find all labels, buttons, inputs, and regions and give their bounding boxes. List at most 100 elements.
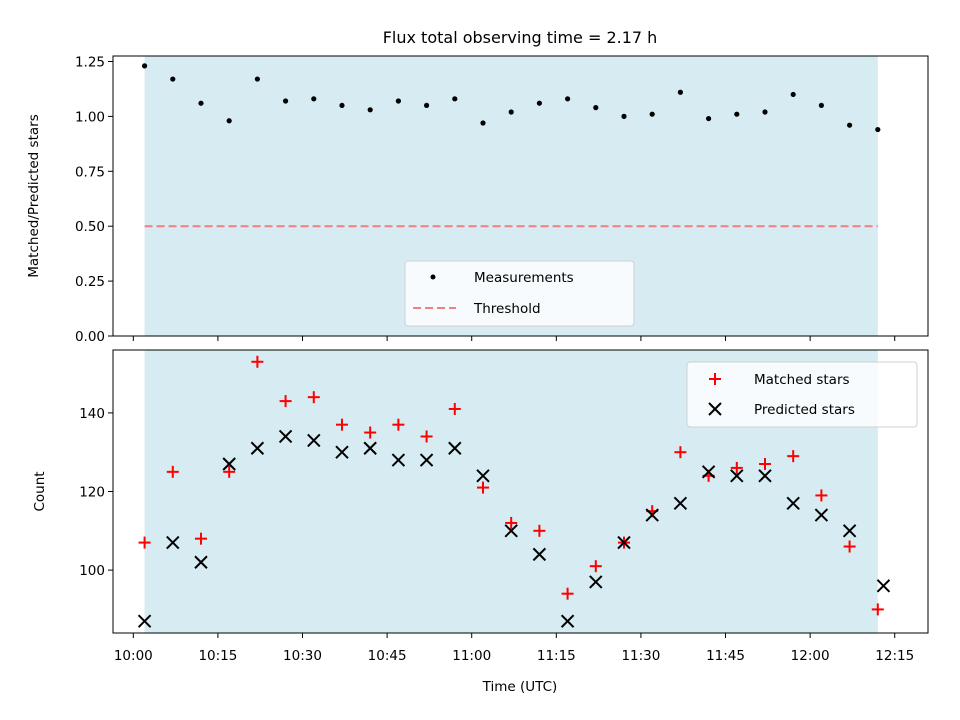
bottom-x-tick-label: 12:00 [791, 648, 830, 664]
top-y-tick-label: 0.50 [75, 219, 105, 235]
predicted-x-b [814, 508, 829, 522]
measurement-point [564, 96, 571, 102]
predicted-x-b [391, 453, 406, 467]
bottom-legend-box [686, 361, 918, 428]
measurement-point [536, 100, 542, 106]
predicted-x-b [363, 441, 377, 455]
measurement-point [593, 105, 599, 111]
bottom-x-tick-label: 11:00 [452, 648, 491, 664]
bottom-y-tick-label: 120 [79, 485, 105, 501]
predicted-star-point [589, 575, 603, 589]
matched-star-point [843, 540, 856, 553]
top-axis-ticks: 0.00 0.25 0.50 0.75 1.00 1.25 [75, 54, 896, 345]
bottom-axes-frame [112, 349, 929, 634]
predicted-x-b [730, 469, 744, 483]
matched-star-point [505, 516, 518, 529]
matched-star-point [674, 446, 687, 459]
top-legend: Measurements Threshold [404, 260, 635, 327]
predicted-star-point [786, 496, 800, 510]
matched-star-point [561, 587, 574, 600]
measurement-point [705, 115, 712, 122]
predicted-star-point [391, 453, 406, 467]
predicted-x-b [842, 524, 857, 538]
predicted-star-point [730, 469, 744, 483]
legend-predicted-marker [708, 402, 722, 416]
bottom-y-tick-label: 100 [79, 563, 105, 579]
top-y-tick-label: 0.25 [75, 274, 105, 290]
top-legend-box [404, 260, 635, 327]
bottom-x-tick-label: 11:45 [706, 648, 745, 664]
predicted-star-point [617, 535, 631, 550]
predicted-x-b [758, 469, 772, 483]
top-y-tick-label: 0.00 [75, 329, 105, 345]
measurement-point [423, 102, 430, 109]
predicted-star-point [842, 524, 857, 538]
legend-predicted-label: Predicted stars [754, 402, 855, 418]
matched-star-point [589, 560, 602, 573]
measurement-point [847, 122, 853, 128]
predicted-x-b [701, 465, 716, 479]
measurement-point [762, 109, 768, 115]
legend-matched-marker [709, 373, 721, 385]
matched-star-point [815, 489, 828, 502]
measurement-point [734, 111, 740, 117]
matched-star-point [223, 465, 236, 478]
predicted-x-b [419, 453, 434, 467]
matched-star-point [533, 524, 546, 537]
measurement-point [621, 113, 627, 119]
predicted-star-point [532, 547, 547, 562]
matched-star-point [787, 450, 800, 463]
measurement-point [311, 96, 317, 102]
measurement-point [339, 102, 345, 109]
matched-star-point [307, 391, 320, 404]
bottom-x-tick-label: 12:15 [875, 648, 914, 664]
predicted-star-point [504, 524, 518, 538]
predicted-star-point [278, 429, 293, 444]
predicted-star-point [876, 579, 891, 593]
bottom-x-tick-label: 11:30 [621, 648, 660, 664]
predicted-star-point [448, 441, 462, 455]
legend-measurements-label: Measurements [474, 270, 574, 286]
measurement-point [395, 98, 401, 104]
predicted-star-point [363, 441, 377, 455]
measurement-point [226, 118, 232, 124]
measurement-point [170, 76, 176, 82]
predicted-x-b [504, 524, 518, 538]
legend-threshold-label: Threshold [473, 301, 541, 317]
predicted-star-point [701, 465, 716, 479]
measurement-point [282, 98, 289, 104]
matched-star-point [166, 465, 179, 478]
predicted-star-point [645, 508, 659, 522]
predicted-star-point [307, 433, 321, 448]
matched-star-point [420, 430, 433, 443]
top-y-tick-label: 0.75 [75, 164, 105, 180]
matched-star-point [476, 481, 489, 494]
matched-star-point [759, 457, 771, 470]
top-panel: 0.00 0.25 0.50 0.75 1.00 1.25 Matched/Predict… [26, 54, 929, 345]
bottom-y-tick-label: 140 [79, 406, 105, 422]
predicted-star-point [560, 614, 575, 628]
bottom-x-tick-label: 10:00 [114, 648, 153, 664]
predicted-x-b [194, 555, 208, 569]
top-axes-frame [112, 55, 929, 337]
top-measurement-points [141, 63, 881, 133]
bottom-x-tick-label: 10:45 [368, 648, 407, 664]
bottom-x-tick-label: 10:15 [198, 648, 237, 664]
measurement-point [480, 120, 486, 126]
matched-star-point [392, 418, 405, 431]
matched-star-point [335, 418, 348, 431]
predicted-x-b [335, 445, 349, 459]
legend-measurements-marker [430, 274, 436, 280]
predicted-x-b [137, 614, 152, 628]
predicted-x-b [786, 496, 800, 510]
predicted-x-b [645, 508, 659, 522]
measurement-point [367, 107, 373, 113]
predicted-star-point [814, 508, 829, 522]
measurement-point [452, 96, 458, 102]
predicted-x-b [532, 547, 547, 562]
predicted-x-b [589, 575, 603, 589]
predicted-star-point [222, 457, 236, 471]
measurement-point [875, 126, 881, 133]
predicted-star-point [137, 614, 152, 628]
